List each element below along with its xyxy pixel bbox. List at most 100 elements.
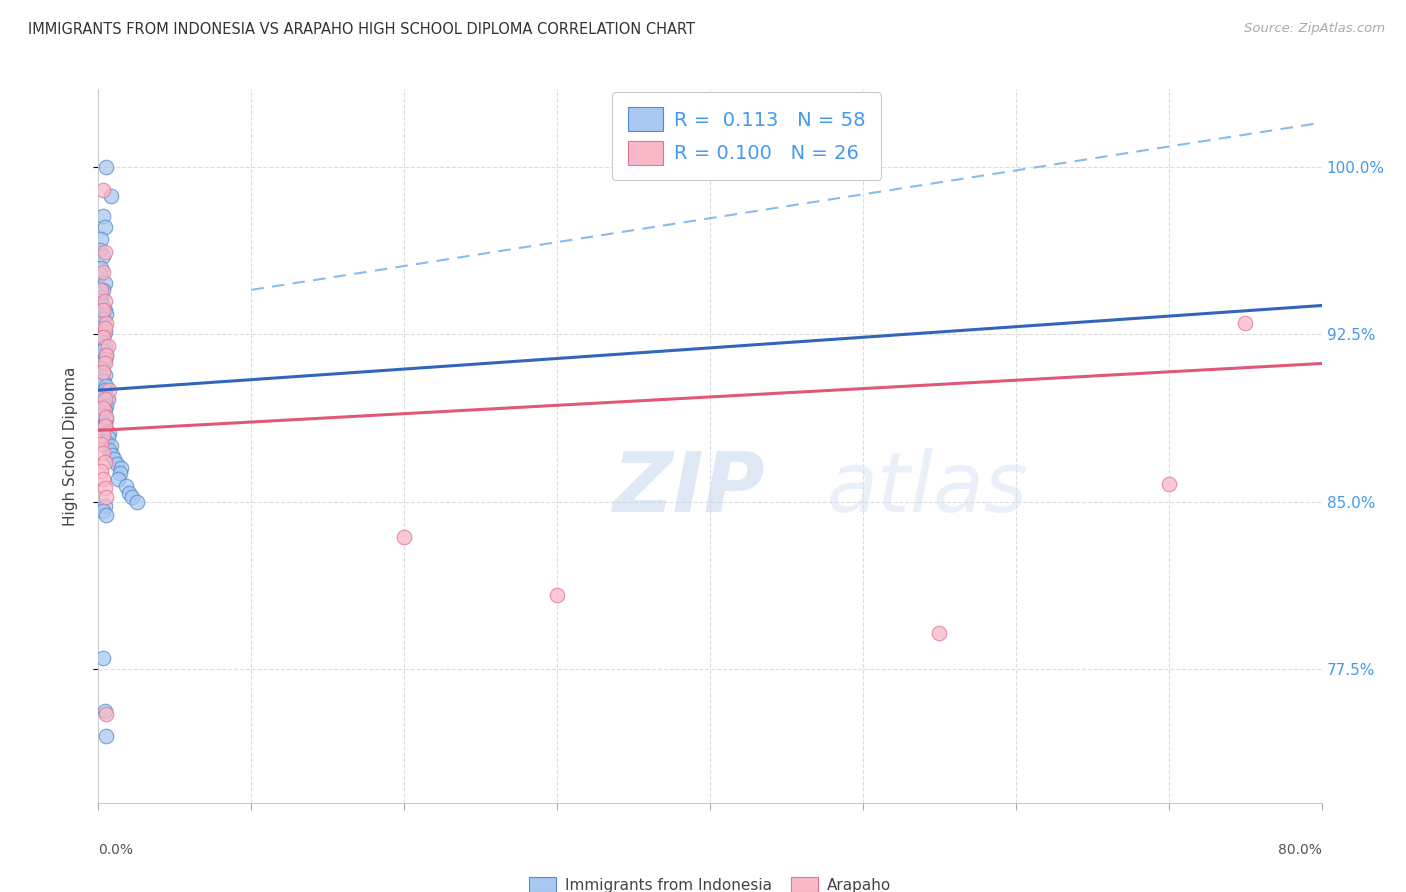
Point [89, 320, 111, 334]
Point [100, 189, 122, 203]
Point [115, 479, 138, 493]
Point [90, 334, 112, 348]
Text: 80.0%: 80.0% [1278, 843, 1322, 857]
Point [91, 249, 114, 263]
Point [90, 316, 112, 330]
Point [91, 365, 114, 379]
Point [94, 434, 117, 449]
Point [103, 452, 125, 467]
Point [107, 472, 129, 486]
Point [93, 351, 115, 366]
Point [93, 383, 115, 397]
Point [91, 283, 114, 297]
Legend: R =  0.113   N = 58, R = 0.100   N = 26: R = 0.113 N = 58, R = 0.100 N = 26 [612, 92, 882, 180]
Point [89, 243, 111, 257]
Point [90, 260, 112, 275]
Point [93, 338, 115, 352]
Point [93, 356, 115, 370]
Point [94, 490, 117, 504]
Point [91, 311, 114, 326]
Point [93, 403, 115, 417]
Point [101, 448, 124, 462]
Point [94, 412, 117, 426]
Point [1234, 316, 1257, 330]
Point [105, 457, 128, 471]
Point [94, 409, 117, 424]
Point [91, 408, 114, 422]
Point [91, 329, 114, 343]
Point [97, 392, 120, 406]
Point [94, 706, 117, 721]
Point [90, 436, 112, 450]
Point [93, 302, 115, 317]
Point [94, 307, 117, 321]
Point [91, 265, 114, 279]
Point [98, 443, 121, 458]
Point [100, 439, 122, 453]
Point [91, 302, 114, 317]
Text: atlas: atlas [827, 449, 1028, 529]
Point [91, 427, 114, 442]
Point [93, 244, 115, 259]
Point [93, 320, 115, 334]
Point [91, 401, 114, 415]
Point [89, 267, 111, 281]
Point [91, 387, 114, 401]
Point [94, 347, 117, 361]
Point [91, 374, 114, 388]
Text: IMMIGRANTS FROM INDONESIA VS ARAPAHO HIGH SCHOOL DIPLOMA CORRELATION CHART: IMMIGRANTS FROM INDONESIA VS ARAPAHO HIG… [28, 22, 695, 37]
Point [90, 231, 112, 245]
Point [90, 283, 112, 297]
Point [94, 508, 117, 522]
Point [93, 325, 115, 339]
Point [928, 626, 950, 640]
Point [110, 461, 132, 475]
Point [91, 503, 114, 517]
Point [90, 463, 112, 477]
Point [93, 704, 115, 718]
Point [91, 356, 114, 370]
Text: ZIP: ZIP [612, 449, 765, 529]
Point [93, 276, 115, 290]
Point [91, 209, 114, 223]
Text: Source: ZipAtlas.com: Source: ZipAtlas.com [1244, 22, 1385, 36]
Point [91, 343, 114, 357]
Point [118, 485, 141, 500]
Point [94, 399, 117, 413]
Point [125, 494, 148, 508]
Point [91, 445, 114, 459]
Point [98, 425, 121, 440]
Point [90, 289, 112, 303]
Point [93, 392, 115, 406]
Point [392, 530, 416, 544]
Point [97, 430, 120, 444]
Point [91, 298, 114, 312]
Point [98, 383, 121, 397]
Y-axis label: High School Diploma: High School Diploma [63, 367, 77, 525]
Point [93, 293, 115, 308]
Point [89, 293, 111, 308]
Point [93, 499, 115, 513]
Point [94, 316, 117, 330]
Point [93, 454, 115, 468]
Text: 0.0%: 0.0% [98, 843, 134, 857]
Point [91, 421, 114, 435]
Point [90, 360, 112, 375]
Point [121, 490, 143, 504]
Point [1157, 476, 1180, 491]
Point [91, 329, 114, 343]
Point [94, 160, 117, 174]
Point [97, 338, 120, 352]
Point [93, 418, 115, 433]
Point [94, 378, 117, 392]
Point [91, 182, 114, 196]
Point [546, 588, 568, 602]
Point [94, 729, 117, 743]
Point [94, 347, 117, 361]
Point [91, 472, 114, 486]
Point [93, 481, 115, 495]
Point [91, 650, 114, 665]
Point [93, 368, 115, 382]
Point [93, 220, 115, 235]
Point [108, 466, 131, 480]
